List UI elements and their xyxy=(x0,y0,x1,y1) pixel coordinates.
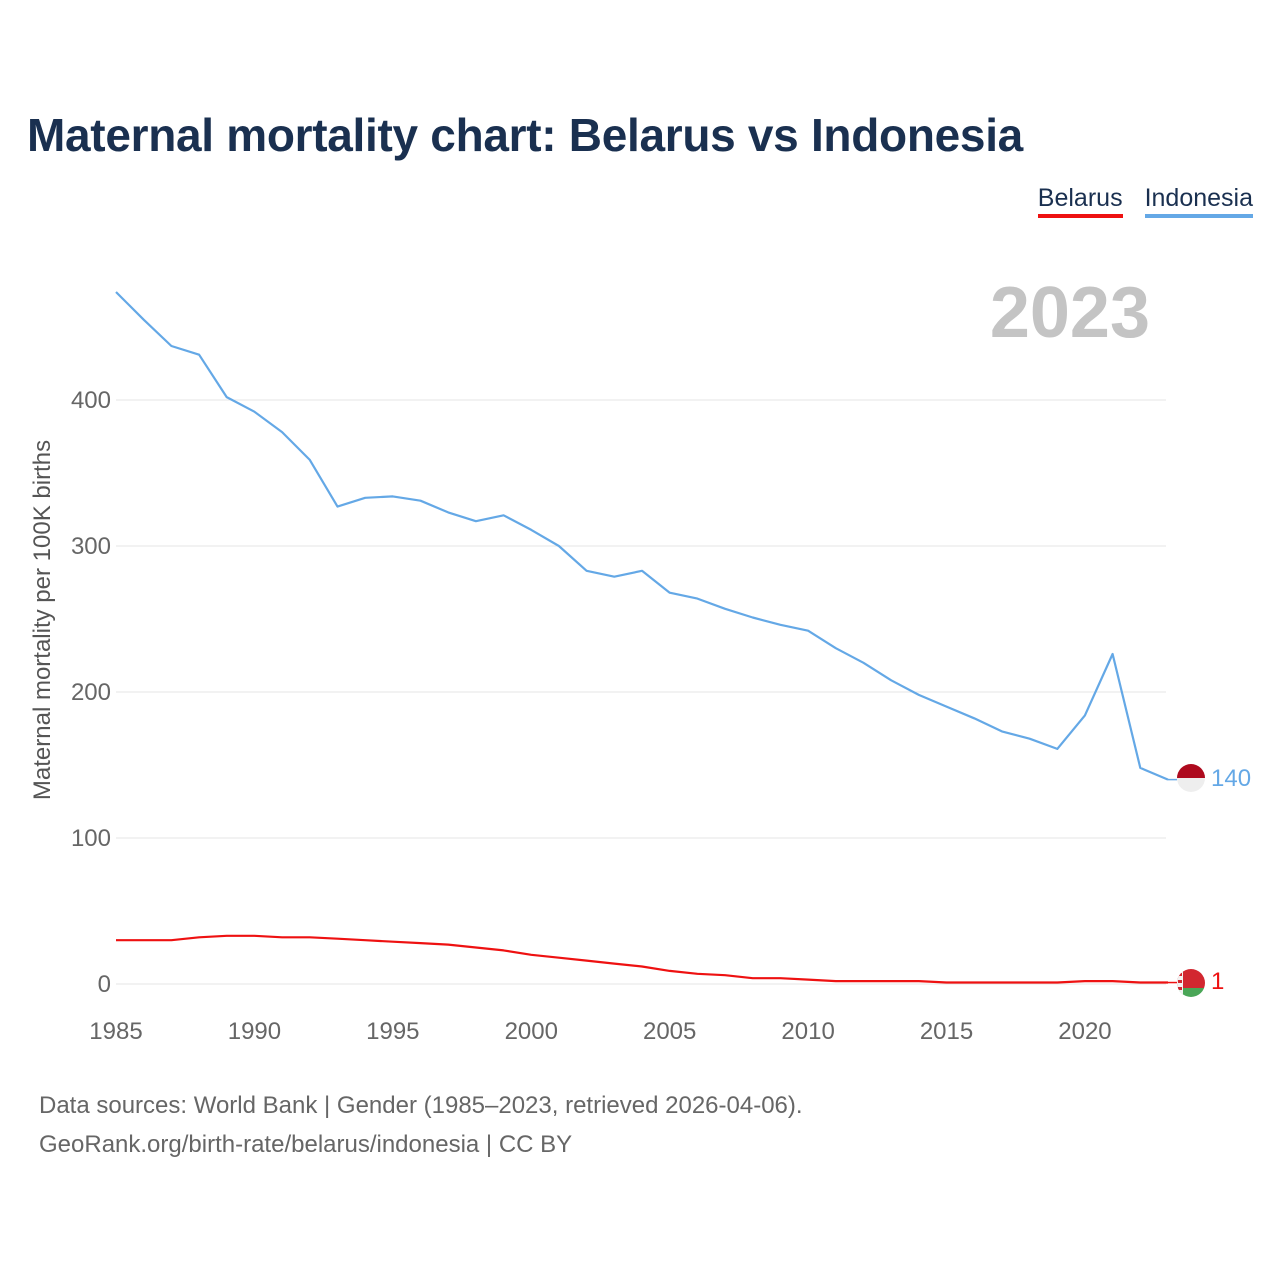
legend-item-belarus[interactable]: Belarus xyxy=(1037,184,1123,218)
chart-title: Maternal mortality chart: Belarus vs Ind… xyxy=(27,109,1023,161)
source-note: Data sources: World Bank | Gender (1985–… xyxy=(39,1086,803,1164)
grid-lines xyxy=(116,399,1166,985)
source-line-2: GeoRank.org/birth-rate/belarus/indonesia… xyxy=(39,1131,573,1158)
x-tick-label: 2005 xyxy=(643,1018,696,1045)
indonesia-end-label: 140 xyxy=(1211,765,1251,792)
current-year-label: 2023 xyxy=(989,273,1150,353)
source-line-1: Data sources: World Bank | Gender (1985–… xyxy=(39,1092,803,1119)
y-tick-label: 200 xyxy=(71,679,111,706)
y-axis-label: Maternal mortality per 100K births xyxy=(29,440,56,800)
series-line-indonesia xyxy=(115,291,1169,781)
series-lines xyxy=(115,291,1177,984)
y-axis-ticks: 0 100 200 300 400 xyxy=(71,387,111,998)
x-tick-label: 1990 xyxy=(228,1018,281,1045)
x-tick-label: 1995 xyxy=(366,1018,419,1045)
y-tick-label: 100 xyxy=(71,825,111,852)
belarus-end-label: 1 xyxy=(1211,968,1224,995)
x-tick-label: 2015 xyxy=(920,1018,973,1045)
x-tick-label: 2000 xyxy=(505,1018,558,1045)
x-tick-label: 2020 xyxy=(1058,1018,1111,1045)
belarus-flag-icon xyxy=(1177,969,1205,997)
x-tick-label: 2010 xyxy=(781,1018,834,1045)
x-tick-label: 1985 xyxy=(89,1018,142,1045)
y-tick-label: 300 xyxy=(71,533,111,560)
legend-item-indonesia[interactable]: Indonesia xyxy=(1144,184,1253,218)
series-line-belarus xyxy=(116,934,1168,984)
y-tick-label: 400 xyxy=(71,387,111,414)
y-tick-label: 0 xyxy=(98,971,111,998)
legend: Belarus Indonesia xyxy=(1037,184,1253,218)
x-axis-ticks: 1985 1990 1995 2000 2005 2010 2015 2020 xyxy=(89,1018,1111,1045)
indonesia-flag-icon xyxy=(1177,764,1205,792)
